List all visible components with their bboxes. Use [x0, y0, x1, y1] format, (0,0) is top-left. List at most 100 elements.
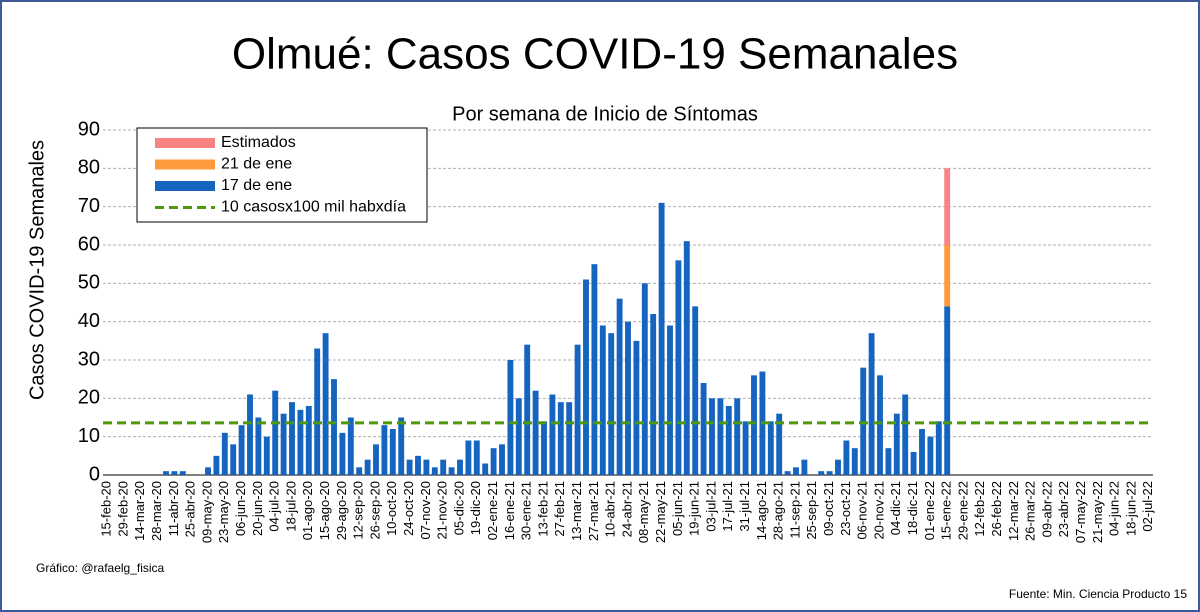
- x-tick-label: 27-feb-21: [552, 481, 567, 537]
- x-tick-label: 14-mar-20: [132, 481, 147, 541]
- x-tick-label: 08-may-21: [636, 481, 651, 543]
- bar: [457, 459, 463, 475]
- bar: [776, 413, 783, 475]
- bar: [507, 360, 514, 475]
- x-tick-label: 06-jun-20: [233, 481, 248, 536]
- x-tick-label: 25-abr-20: [183, 481, 198, 537]
- x-tick-label: 04-dic-21: [888, 481, 903, 535]
- bar: [314, 348, 321, 475]
- x-tick-label: 09-oct-21: [821, 481, 836, 536]
- bar: [793, 467, 799, 475]
- x-tick-label: 16-ene-21: [502, 481, 517, 540]
- bar: [179, 471, 186, 475]
- bar: [944, 245, 951, 307]
- bar: [389, 429, 396, 475]
- x-tick-label: 19-jun-21: [687, 481, 702, 536]
- x-tick-label: 28-mar-20: [149, 481, 164, 541]
- legend-label: 17 de ene: [221, 177, 292, 194]
- x-tick-label: 21-nov-20: [435, 481, 450, 540]
- bar: [238, 425, 245, 475]
- x-tick-label: 26-sep-20: [367, 481, 382, 540]
- x-tick-label: 18-jun-22: [1123, 481, 1138, 536]
- bar: [583, 279, 589, 475]
- bar: [364, 459, 371, 475]
- x-tick-label: 02-jul-22: [1140, 481, 1155, 532]
- bar: [297, 409, 304, 475]
- bar: [221, 432, 228, 475]
- bar: [843, 440, 850, 475]
- bar: [910, 452, 917, 475]
- x-tick-label: 07-nov-20: [418, 481, 433, 540]
- x-tick-label: 03-jul-21: [703, 481, 718, 532]
- bar: [734, 398, 741, 475]
- x-tick-label: 22-may-21: [653, 481, 668, 543]
- bar: [700, 383, 707, 475]
- legend-swatch: [155, 138, 215, 148]
- bar: [919, 429, 925, 475]
- bar: [868, 333, 875, 475]
- bar: [784, 471, 791, 475]
- bar: [331, 379, 337, 475]
- x-tick-label: 13-feb-21: [535, 481, 550, 537]
- x-tick-label: 11-sep-21: [787, 481, 802, 539]
- bar: [893, 413, 900, 475]
- bar: [826, 471, 833, 475]
- x-tick-label: 05-jun-21: [670, 481, 685, 536]
- x-tick-label: 27-mar-21: [586, 481, 601, 541]
- bar: [717, 398, 724, 475]
- bar: [709, 398, 715, 475]
- bar: [944, 168, 951, 245]
- bar: [263, 436, 270, 475]
- x-tick-label: 01-ene-22: [922, 481, 937, 540]
- bar: [482, 463, 489, 475]
- x-tick-label: 29-ene-22: [955, 481, 970, 540]
- bar: [356, 467, 363, 475]
- bar: [927, 436, 934, 475]
- credit: Gráfico: @rafaelg_fisica: [36, 561, 165, 575]
- bar: [255, 417, 262, 475]
- x-tick-label: 26-feb-22: [989, 481, 1004, 537]
- x-tick-label: 19-dic-20: [468, 481, 483, 535]
- bar: [625, 321, 631, 475]
- bar: [423, 459, 430, 475]
- x-tick-label: 17-jul-21: [720, 481, 735, 532]
- x-tick-label: 12-mar-22: [1006, 481, 1021, 541]
- y-tick-label: 90: [78, 118, 100, 140]
- legend-label: 21 de ene: [221, 156, 292, 173]
- x-tick-label: 09-may-20: [199, 481, 214, 543]
- y-tick-label: 10: [78, 425, 100, 447]
- bar: [549, 394, 556, 475]
- x-tick-label: 26-mar-22: [1023, 481, 1038, 541]
- chart-title: Olmué: Casos COVID-19 Semanales: [232, 30, 958, 79]
- bar: [280, 413, 287, 475]
- bar: [490, 448, 497, 475]
- x-tick-label: 13-mar-21: [569, 481, 584, 541]
- bar: [339, 432, 346, 475]
- x-tick-label: 29-feb-20: [115, 481, 130, 537]
- bar: [675, 260, 682, 475]
- bar: [885, 448, 892, 475]
- bar: [465, 440, 472, 475]
- bar: [877, 375, 883, 475]
- bar: [205, 467, 211, 475]
- bar: [532, 390, 539, 475]
- bar: [767, 421, 774, 475]
- x-tick-label: 31-jul-21: [737, 481, 752, 532]
- bar: [213, 455, 220, 475]
- bar: [574, 344, 581, 475]
- x-tick-label: 02-ene-21: [485, 481, 500, 540]
- x-tick-label: 11-abr-20: [166, 481, 181, 536]
- y-tick-label: 40: [78, 310, 100, 332]
- bar: [944, 306, 951, 475]
- bar: [541, 421, 547, 475]
- x-tick-label: 30-ene-21: [519, 481, 534, 540]
- x-tick-label: 23-may-20: [216, 481, 231, 543]
- y-tick-label: 50: [78, 272, 100, 294]
- bar: [902, 394, 909, 475]
- bar: [515, 398, 522, 475]
- x-tick-label: 09-abr-22: [1039, 481, 1054, 537]
- x-tick-label: 07-may-22: [1073, 481, 1088, 543]
- y-tick-label: 20: [78, 387, 100, 409]
- bar: [692, 306, 699, 475]
